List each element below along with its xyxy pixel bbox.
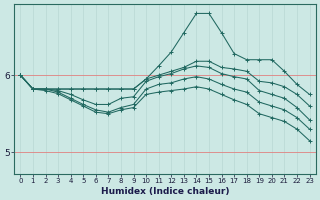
X-axis label: Humidex (Indice chaleur): Humidex (Indice chaleur): [101, 187, 229, 196]
